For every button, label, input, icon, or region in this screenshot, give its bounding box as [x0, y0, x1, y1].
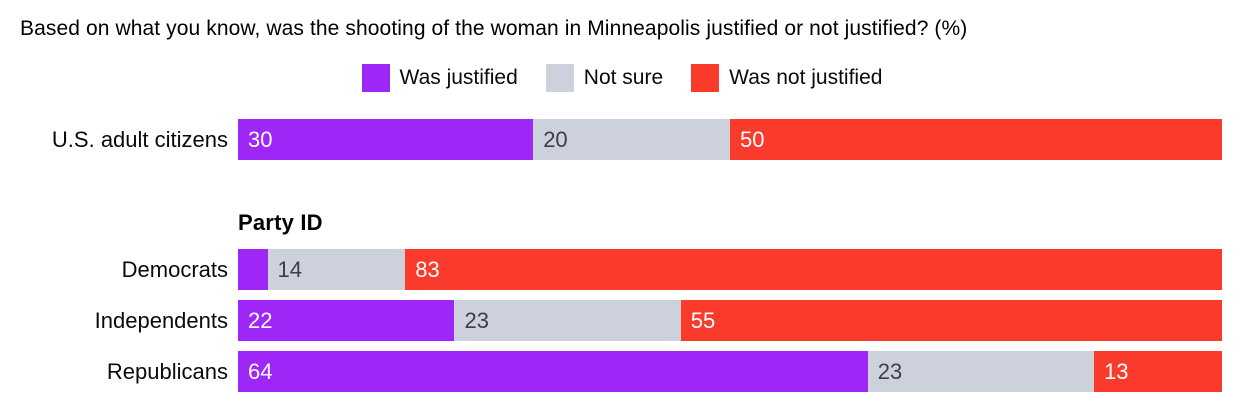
- bar-value-label: 64: [248, 358, 273, 384]
- bar-segment-was-not-justified: 13: [1094, 351, 1222, 392]
- row-label: Republicans: [106, 358, 228, 384]
- bar-segment-was-justified: 22: [238, 300, 455, 341]
- section-header-party-id: Party ID: [238, 210, 323, 235]
- bar-value-label: 14: [277, 256, 302, 282]
- bar-value-label: 13: [1104, 358, 1129, 384]
- bar-segment-was-not-justified: 55: [680, 300, 1222, 341]
- row-label: U.S. adult citizens: [51, 126, 228, 152]
- legend-label-was-justified: Was justified: [399, 66, 518, 89]
- bar-row: Republicans 64 23 13: [0, 351, 1244, 392]
- bar-value-label: 22: [248, 307, 273, 333]
- bar-track: 14 83: [238, 249, 1222, 290]
- bar-value-label: 23: [877, 358, 903, 384]
- chart-title: Based on what you know, was the shooting…: [20, 17, 968, 40]
- bar-track: 30 20 50: [238, 119, 1222, 160]
- legend-label-not-sure: Not sure: [583, 66, 664, 89]
- legend-swatch-was-not-justified-icon: [691, 64, 720, 92]
- bar-row: U.S. adult citizens 30 20 50: [0, 119, 1244, 160]
- bar-value-label: 23: [464, 307, 489, 333]
- legend-swatch-was-justified-icon: [361, 64, 390, 92]
- bar-segment-was-not-justified: 50: [729, 119, 1222, 160]
- bar-segment-not-sure: 23: [454, 300, 681, 341]
- bar-track: 64 23 13: [238, 351, 1222, 392]
- legend-item-was-not-justified: Was not justified: [691, 64, 882, 92]
- bar-segment-was-justified: 64: [238, 351, 868, 392]
- bar-segment-not-sure: 20: [533, 119, 730, 160]
- legend-label-was-not-justified: Was not justified: [729, 66, 883, 89]
- chart-body: U.S. adult citizens 30 20 50 Party ID Democra…: [0, 119, 1244, 392]
- bar-segment-not-sure: 14: [267, 249, 406, 290]
- bar-value-label: 83: [415, 256, 440, 282]
- legend-swatch-not-sure-icon: [545, 64, 574, 92]
- bar-segment-was-not-justified: 83: [405, 249, 1222, 290]
- row-label: Democrats: [121, 256, 228, 282]
- bar-segment-was-justified: 30: [238, 119, 534, 160]
- bar-value-label: 20: [543, 126, 568, 152]
- bar-value-label: 50: [739, 126, 765, 152]
- chart-legend: Was justified Not sure Was not justified: [0, 64, 1244, 92]
- bar-value-label: 55: [690, 307, 716, 333]
- legend-item-was-justified: Was justified: [361, 64, 518, 92]
- bar-segment-not-sure: 23: [867, 351, 1095, 392]
- bar-segment-was-justified: [238, 249, 268, 290]
- bar-track: 22 23 55: [238, 300, 1222, 341]
- bar-value-label: 30: [248, 126, 273, 152]
- row-label: Independents: [94, 307, 228, 333]
- bar-row: Independents 22 23 55: [0, 300, 1244, 341]
- bar-row: Democrats 14 83: [0, 249, 1244, 290]
- legend-item-not-sure: Not sure: [545, 64, 664, 92]
